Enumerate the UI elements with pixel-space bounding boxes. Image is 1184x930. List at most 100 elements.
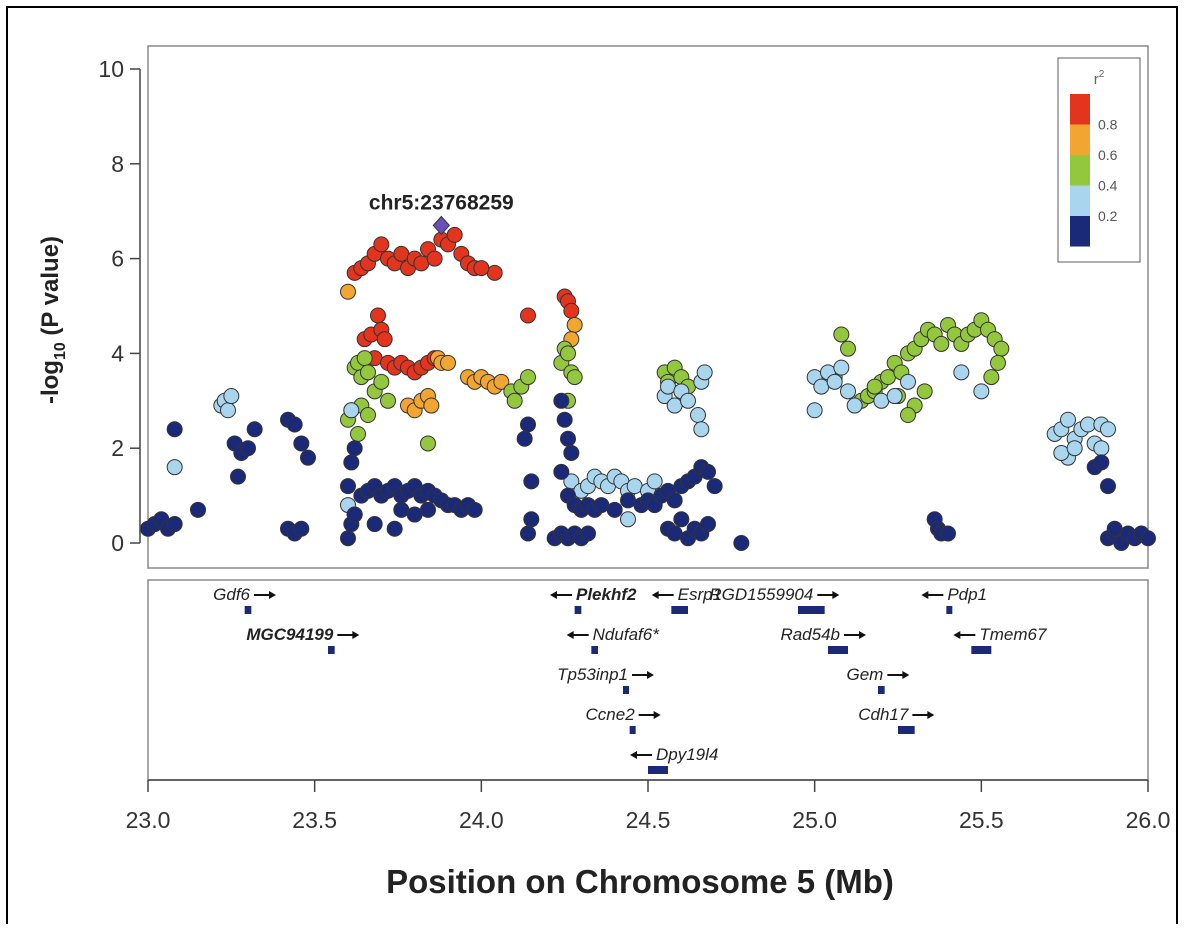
data-point [916,383,933,400]
data-point [406,506,423,523]
lead-snp-label: chr5:23768259 [369,191,514,214]
strand-arrowhead [550,591,557,599]
y-tick-label: 10 [98,56,124,82]
lead-snp-marker [432,215,451,236]
data-point [340,283,356,300]
legend-swatch [1070,155,1090,186]
data-point [220,402,236,419]
data-point [886,388,903,405]
data-point [983,369,1000,386]
gene-body [244,606,252,614]
data-point [1093,454,1110,471]
figure-frame [6,6,1178,924]
y-tick-label: 4 [111,340,124,366]
strand-arrowhead [630,751,637,759]
data-point [553,463,570,480]
gene-body [574,606,582,614]
data-point [420,501,436,518]
strand-arrowhead [352,631,360,639]
data-point [933,335,950,352]
gene-body [591,646,598,654]
gene-label: Esrp1 [678,585,722,604]
x-axis-title: Position on Chromosome 5 (Mb) [386,863,894,900]
data-point [606,501,623,518]
strand-arrowhead [651,591,659,599]
data-point [373,373,390,390]
scatter-panel: chr5:23768259 [140,45,1156,569]
data-point [493,373,510,390]
data-point [826,373,843,390]
data-point [356,350,373,367]
strand-arrowhead [953,631,961,639]
data-point [646,473,663,490]
gene-label: Plekhf2 [576,585,637,604]
data-point [523,473,540,490]
data-point [293,520,310,537]
data-point [953,364,970,381]
data-point [1100,478,1116,495]
data-point [620,511,636,528]
data-point [516,430,533,447]
data-point [1100,421,1116,438]
gene-label: Tp53inp1 [557,665,628,684]
legend-swatch [1070,94,1090,125]
data-point [393,245,410,262]
data-point [413,255,430,272]
x-tick-label: 24.5 [626,807,671,833]
gene-label: RGD1559904 [709,585,813,604]
strand-arrowhead [921,591,929,599]
legend-swatch [1070,216,1090,247]
strand-arrowhead [902,671,910,679]
strand-arrowhead [832,591,840,599]
data-point [166,516,183,533]
gene-label: Gdf6 [213,585,250,604]
data-point [293,435,310,452]
data-point [693,421,710,438]
data-point [560,345,576,362]
data-point [580,525,596,542]
gene-body [798,606,825,614]
y-tick-label: 0 [111,530,124,556]
data-point [973,383,990,400]
data-point [230,468,246,485]
data-point [553,392,570,409]
data-point [866,378,883,395]
gene-body [946,606,953,614]
data-point [680,392,696,409]
data-point [343,454,360,471]
gene-track-panel: Gdf6 MGC94199 Plekhf2 Esrp1 Ndufaf6* Tp53inp1… [147,579,1149,781]
data-point [1053,444,1070,461]
r2-legend: r2 0.8 0.6 0.4 0.2 [1057,57,1141,263]
data-point [340,530,356,547]
data-point [1106,520,1123,537]
data-point [1060,411,1076,428]
data-point [190,501,206,518]
gene-label: Ccne2 [586,705,636,724]
gene-body [671,606,688,614]
data-point [660,378,676,395]
data-point [423,397,440,414]
strand-arrowhead [653,711,661,719]
data-point [566,316,583,333]
data-point [666,525,683,542]
data-point [370,307,386,324]
data-point [520,307,536,324]
data-point [806,402,823,419]
data-point [376,331,393,348]
data-point [556,411,573,428]
data-point [880,369,896,386]
legend-tick-label: 0.6 [1098,147,1118,163]
data-point [360,407,376,424]
data-point [486,264,503,281]
legend-swatch [1070,185,1090,216]
data-point [240,440,256,457]
data-point [166,421,183,438]
data-point [700,463,716,480]
gene-body [878,686,885,694]
data-point [446,226,463,243]
gene-label: MGC94199 [246,625,333,644]
data-point [360,364,376,381]
data-point [840,340,856,357]
legend-tick-label: 0.4 [1098,178,1118,194]
data-point [393,501,410,518]
